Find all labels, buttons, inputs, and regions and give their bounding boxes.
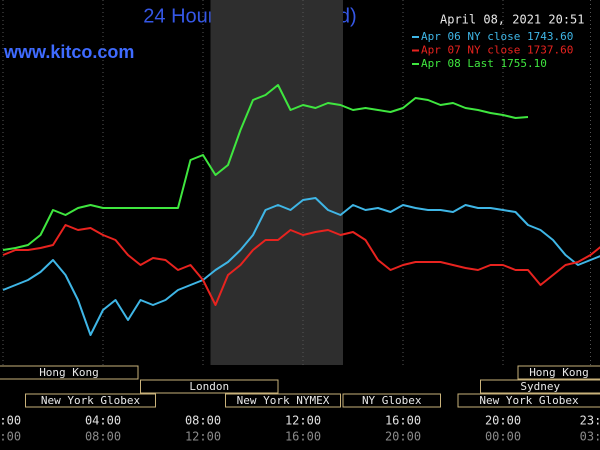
series-line	[2, 84, 529, 251]
x-tick-label-secondary: 08:00	[85, 430, 121, 444]
session-box	[517, 365, 600, 380]
legend-label: Apr 08 Last 1755.10	[421, 57, 547, 70]
session-box	[457, 393, 600, 408]
session-box	[480, 379, 600, 394]
session-box	[25, 393, 156, 408]
x-tick-label-secondary: 16:00	[285, 430, 321, 444]
x-tick-label-secondary: 00:00	[485, 430, 521, 444]
x-tick-label-secondary: 03:	[580, 430, 600, 444]
session-box	[0, 365, 139, 380]
session-label: NY Globex	[362, 394, 422, 407]
x-tick-label: 00:00	[0, 414, 21, 428]
x-tick-label-secondary: 12:00	[185, 430, 221, 444]
x-tick-label: 16:00	[385, 414, 421, 428]
x-tick-label: 04:00	[85, 414, 121, 428]
session-label: Hong Kong	[39, 366, 99, 379]
series-line	[2, 197, 600, 336]
session-label: London	[189, 380, 229, 393]
x-tick-label-secondary: 00:00	[0, 430, 21, 444]
session-label: New York Globex	[41, 394, 141, 407]
x-tick-label-secondary: 20:00	[385, 430, 421, 444]
session-box	[342, 393, 441, 408]
timestamp: April 08, 2021 20:51	[440, 13, 585, 27]
legend-label: Apr 07 NY close 1737.60	[421, 44, 573, 57]
session-label: New York NYMEX	[237, 394, 330, 407]
session-box	[140, 379, 279, 394]
site-name: www.kitco.com	[3, 42, 134, 62]
session-label: New York Globex	[479, 394, 579, 407]
shaded-window	[210, 0, 343, 365]
session-label: Sydney	[520, 380, 560, 393]
series-line	[2, 224, 600, 306]
x-tick-label: 20:00	[485, 414, 521, 428]
legend-label: Apr 06 NY close 1743.60	[421, 30, 573, 43]
x-tick-label: 23:	[580, 414, 600, 428]
x-tick-label: 12:00	[285, 414, 321, 428]
x-tick-label: 08:00	[185, 414, 221, 428]
session-box	[225, 393, 341, 408]
session-label: Hong Kong	[529, 366, 589, 379]
